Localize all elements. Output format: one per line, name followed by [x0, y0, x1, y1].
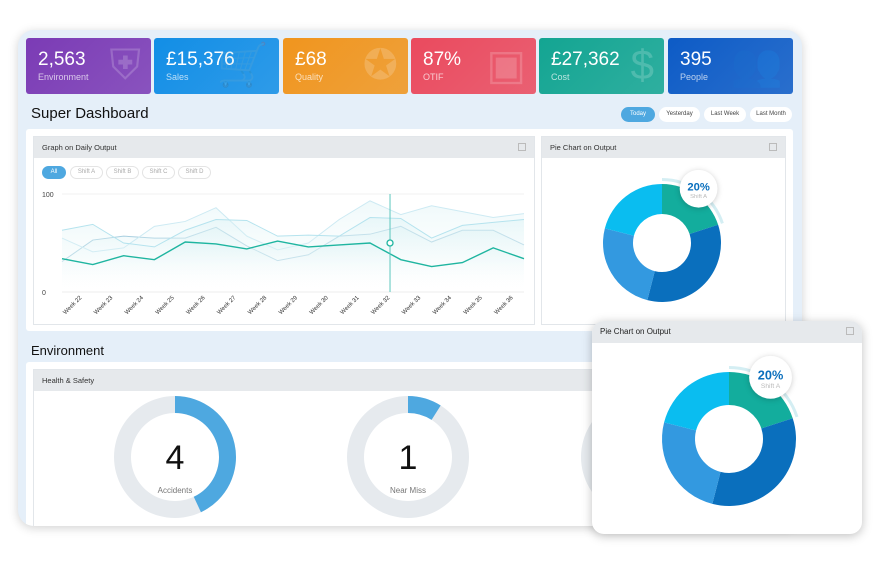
- series-line-0: [61, 240, 525, 268]
- page-title: Super Dashboard: [31, 105, 149, 122]
- pie-slice: [662, 184, 719, 235]
- gauge-value: 4: [166, 439, 185, 477]
- series-line-1: [61, 217, 525, 248]
- popup-title: Pie Chart on Output: [600, 327, 671, 336]
- slice-label: Shift A: [761, 383, 781, 390]
- kpi-card-sales[interactable]: £15,376 Sales 🛒: [154, 38, 279, 94]
- filter-all[interactable]: All: [42, 166, 66, 179]
- popup-pie-chart: 20%Shift A: [662, 355, 799, 506]
- package-hand-icon: ▣: [486, 41, 526, 88]
- slice-value: 20%: [758, 367, 783, 382]
- x-tick-label: Week 35: [463, 295, 484, 316]
- kpi-value: 87%: [423, 49, 462, 70]
- overview-panel: Graph on Daily Output All Shift A Shift …: [26, 129, 793, 331]
- x-tick-label: Week 25: [155, 295, 176, 316]
- pie-slice: [603, 228, 655, 301]
- award-icon: ✪: [362, 41, 398, 88]
- slice-label: Shift A: [690, 194, 707, 200]
- kpi-card-otif[interactable]: 87% OTIF ▣: [411, 38, 536, 94]
- x-tick-label: Week 23: [93, 295, 114, 316]
- kpi-card-cost[interactable]: £27,362 Cost $: [539, 38, 664, 94]
- kpi-value: £15,376: [166, 49, 235, 70]
- pie-slice: [664, 372, 729, 431]
- pie-title: Pie Chart on Output: [550, 143, 617, 152]
- filter-shift-b[interactable]: Shift B: [106, 166, 139, 179]
- x-tick-label: Week 32: [371, 295, 392, 316]
- money-bag-icon: $: [630, 41, 654, 88]
- kpi-value: 2,563: [38, 49, 86, 70]
- expand-icon[interactable]: [846, 327, 854, 335]
- kpi-value: £68: [295, 49, 327, 70]
- kpi-label: Quality: [295, 72, 324, 82]
- kpi-label: Sales: [166, 72, 189, 82]
- gauge-value: 1: [399, 439, 418, 477]
- x-tick-label: Week 29: [278, 295, 299, 316]
- gauge-fill: [175, 396, 236, 513]
- pie-slice: [647, 224, 721, 302]
- filter-shift-a[interactable]: Shift A: [70, 166, 103, 179]
- pie-chart-popup: Pie Chart on Output 20% Shift A: [592, 321, 862, 534]
- pie-slice: [729, 372, 793, 429]
- kpi-label: Cost: [551, 72, 570, 82]
- x-tick-label: Week 31: [340, 295, 361, 316]
- slice-value: 20%: [687, 182, 709, 194]
- x-tick-label: Week 36: [494, 295, 515, 316]
- x-tick-label: Week 22: [63, 295, 84, 316]
- environment-title: Environment: [31, 343, 104, 358]
- kpi-card-environment[interactable]: 2,563 Environment ⛨: [26, 38, 151, 94]
- x-tick-label: Week 33: [401, 295, 422, 316]
- range-yesterday-button[interactable]: Yesterday: [659, 107, 700, 122]
- label-bubble: [749, 355, 792, 399]
- x-tick-label: Week 34: [432, 295, 453, 316]
- kpi-card-quality[interactable]: £68 Quality ✪: [283, 38, 408, 94]
- label-bubble: [679, 169, 718, 208]
- kpi-value: £27,362: [551, 49, 620, 70]
- pie-slice: [662, 422, 721, 504]
- expand-icon[interactable]: [769, 143, 777, 151]
- graph-title: Graph on Daily Output: [42, 143, 117, 152]
- pie-card: Pie Chart on Output 20% Shift A: [541, 136, 786, 325]
- kpi-label: Environment: [38, 72, 89, 82]
- cart-icon: 🛒: [216, 41, 269, 88]
- gauge-fill: [408, 396, 441, 420]
- range-today-button[interactable]: Today: [621, 107, 655, 122]
- filter-shift-d[interactable]: Shift D: [178, 166, 211, 179]
- kpi-value: 395: [680, 49, 712, 70]
- health-safety-title: Health & Safety: [42, 376, 95, 385]
- people-icon: 👥: [730, 41, 783, 88]
- x-tick-label: Week 26: [186, 295, 207, 316]
- gauges: 4 Accidents 1 Near Miss: [114, 396, 704, 518]
- x-tick-label: Week 28: [247, 295, 268, 316]
- x-tick-label: Week 27: [217, 295, 238, 316]
- y-tick-label: 0: [42, 290, 46, 297]
- pie-slice: [604, 184, 662, 236]
- expand-icon[interactable]: [518, 143, 526, 151]
- range-last-month-button[interactable]: Last Month: [750, 107, 792, 122]
- graph-card: Graph on Daily Output All Shift A Shift …: [33, 136, 535, 325]
- kpi-label: People: [680, 72, 709, 82]
- hover-point: [386, 239, 394, 247]
- x-tick-label: Week 30: [309, 295, 330, 316]
- pie-slice: [712, 418, 796, 506]
- y-tick-label: 100: [42, 192, 54, 199]
- shield-check-icon: ⛨: [109, 41, 141, 88]
- kpi-card-people[interactable]: 395 People 👥: [668, 38, 793, 94]
- line-chart: 100 0 Week 22 Week 23 Week 24 Week 25 Week 26 W…: [42, 192, 525, 316]
- gauge-label: Accidents: [158, 486, 193, 495]
- series-area: [62, 241, 524, 292]
- x-tick-label: Week 24: [124, 295, 145, 316]
- gauge-label: Near Miss: [390, 486, 426, 495]
- pie-chart: 20%Shift A: [603, 169, 724, 302]
- filter-shift-c[interactable]: Shift C: [142, 166, 175, 179]
- kpi-label: OTIF: [423, 72, 444, 82]
- range-last-week-button[interactable]: Last Week: [704, 107, 746, 122]
